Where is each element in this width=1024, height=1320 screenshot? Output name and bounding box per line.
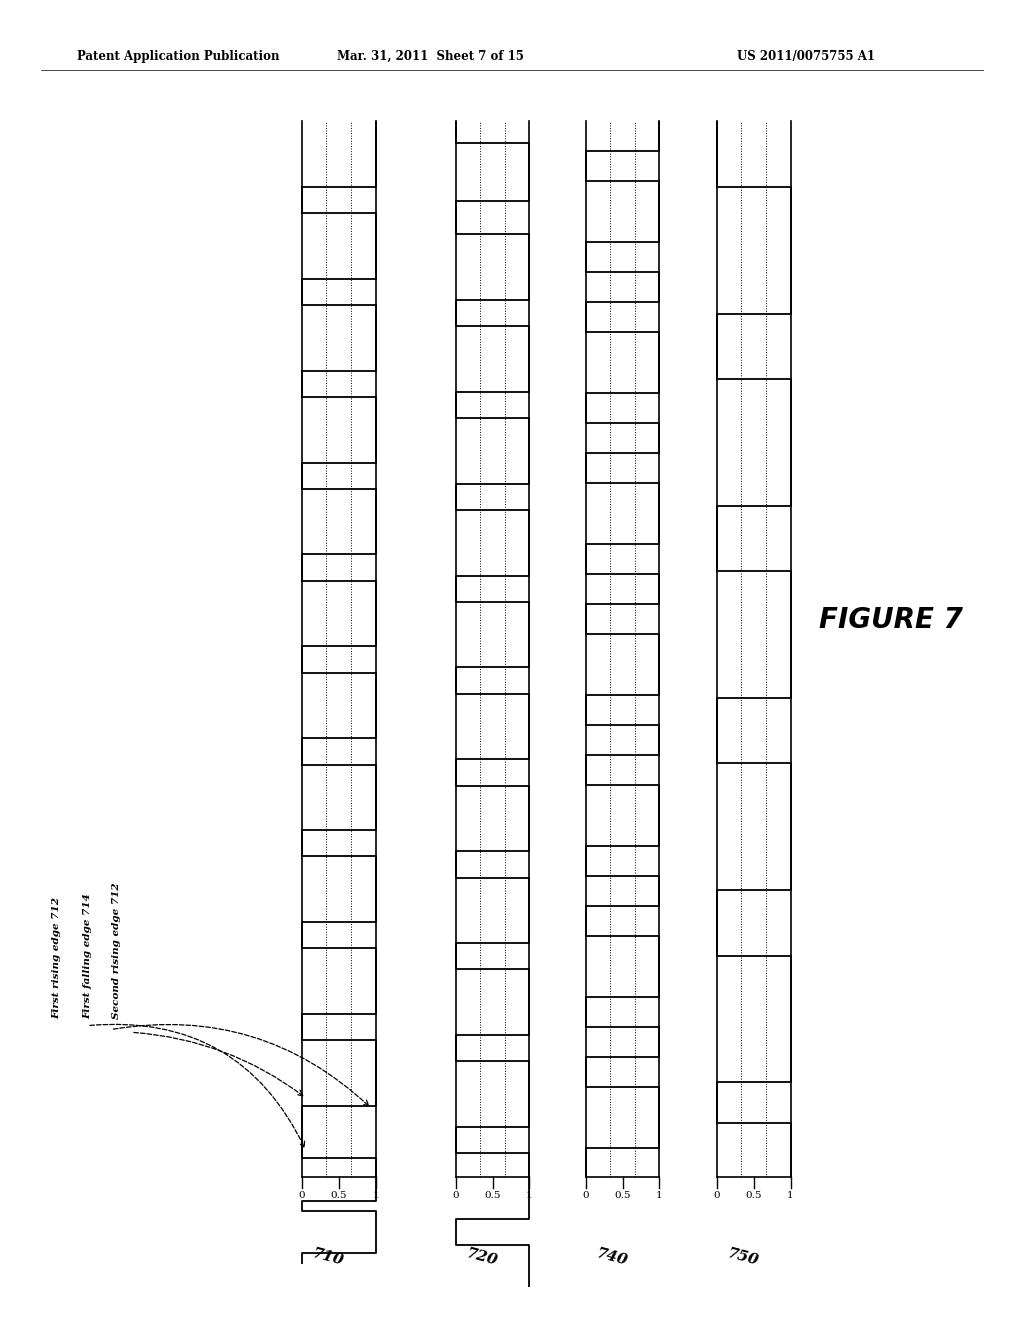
Text: 740: 740 bbox=[594, 1246, 629, 1267]
Text: First rising edge 712: First rising edge 712 bbox=[52, 898, 61, 1019]
Text: 1: 1 bbox=[656, 1191, 663, 1200]
Text: US 2011/0075755 A1: US 2011/0075755 A1 bbox=[737, 50, 876, 63]
Text: 0.5: 0.5 bbox=[484, 1191, 501, 1200]
Text: Patent Application Publication: Patent Application Publication bbox=[77, 50, 280, 63]
Text: 0: 0 bbox=[453, 1191, 459, 1200]
Text: Mar. 31, 2011  Sheet 7 of 15: Mar. 31, 2011 Sheet 7 of 15 bbox=[337, 50, 523, 63]
Text: 750: 750 bbox=[725, 1246, 760, 1267]
Text: 0.5: 0.5 bbox=[745, 1191, 762, 1200]
Text: 0: 0 bbox=[299, 1191, 305, 1200]
Text: 1: 1 bbox=[787, 1191, 794, 1200]
Text: 0.5: 0.5 bbox=[614, 1191, 631, 1200]
Text: First falling edge 714: First falling edge 714 bbox=[83, 894, 92, 1019]
Text: 0.5: 0.5 bbox=[331, 1191, 347, 1200]
Text: 1: 1 bbox=[526, 1191, 532, 1200]
Text: 0: 0 bbox=[583, 1191, 589, 1200]
Text: 0: 0 bbox=[714, 1191, 720, 1200]
Text: 720: 720 bbox=[464, 1246, 499, 1267]
Text: FIGURE 7: FIGURE 7 bbox=[819, 606, 963, 635]
Text: Second rising edge 712: Second rising edge 712 bbox=[112, 882, 121, 1019]
Text: 1: 1 bbox=[373, 1191, 379, 1200]
Text: 710: 710 bbox=[310, 1246, 345, 1267]
